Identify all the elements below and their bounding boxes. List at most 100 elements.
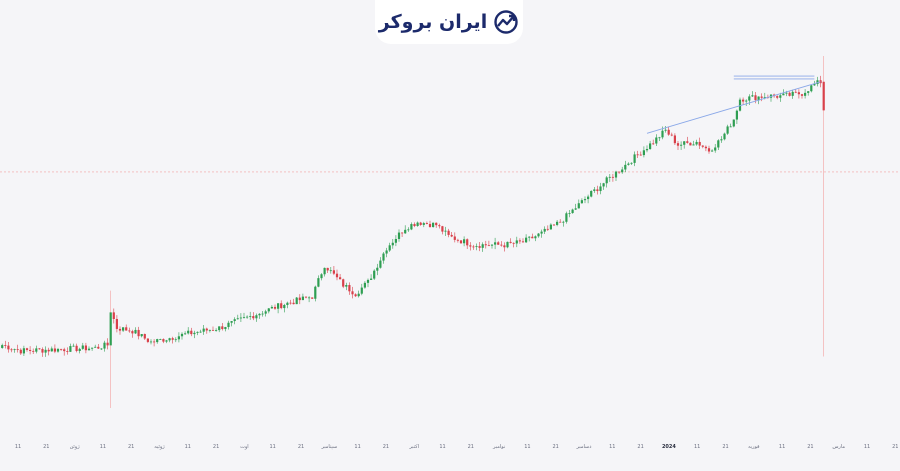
candle-body [422, 223, 425, 225]
candle-body [506, 241, 509, 248]
trend-arrow-circle-icon [494, 10, 518, 34]
candle-body [487, 245, 490, 247]
candle-body [490, 244, 494, 246]
x-tick-label: ژوئن [70, 444, 81, 450]
candle-body [19, 349, 22, 354]
candle-body [515, 240, 518, 244]
candle-body [813, 84, 816, 86]
candle-body [199, 331, 202, 333]
candle-body [649, 143, 652, 149]
candle-body [754, 95, 757, 101]
candle-body [562, 221, 565, 223]
candle-body [87, 348, 91, 351]
candle-body [534, 236, 537, 239]
candle-body [277, 303, 280, 309]
candle-body [463, 239, 466, 244]
candle-body [797, 92, 800, 95]
candle-body [394, 239, 397, 243]
candle-body [655, 137, 658, 144]
candle-body [190, 330, 193, 335]
candle-body [363, 282, 366, 288]
candle-body [289, 302, 292, 304]
candle-body [69, 346, 72, 352]
candle-body [531, 236, 534, 239]
candle-body [115, 318, 118, 329]
candle-body [441, 226, 444, 232]
candle-body [407, 229, 410, 231]
x-tick-label: 11 [15, 444, 21, 450]
candle-body [78, 348, 81, 352]
candle-body [298, 297, 301, 301]
candle-body [459, 240, 463, 244]
candle-body [804, 92, 807, 96]
candle-body [410, 224, 413, 230]
candle-body [704, 146, 707, 149]
candle-body [552, 224, 556, 226]
candle-body [593, 189, 596, 191]
candle-body [184, 333, 187, 335]
candle-body [218, 326, 221, 331]
candle-body [50, 348, 53, 352]
candle-body [351, 291, 354, 295]
candle-body [1, 345, 4, 348]
candle-body [605, 177, 608, 184]
candle-body [35, 348, 38, 352]
candle-body [472, 246, 475, 248]
candle-body [546, 228, 549, 230]
candle-body [162, 339, 165, 342]
candle-body [776, 96, 779, 98]
candle-body [404, 229, 407, 234]
candle-body [376, 267, 379, 271]
candle-body [503, 245, 506, 248]
candle-body [714, 147, 717, 151]
candle-body [453, 236, 456, 240]
candle-body [91, 347, 94, 349]
candle-body [388, 245, 391, 251]
candle-body [469, 245, 472, 247]
candle-body [215, 330, 218, 331]
candle-body [621, 169, 624, 173]
candle-body [385, 250, 388, 254]
candle-body [680, 144, 683, 146]
x-tick-label: 11 [524, 444, 530, 450]
trendline [646, 81, 821, 134]
candle-body [118, 328, 122, 331]
candle-body [134, 329, 137, 334]
x-tick-label: 21 [637, 444, 643, 450]
candle-body [202, 328, 205, 332]
candle-body [360, 287, 363, 294]
candle-body [608, 176, 611, 178]
candle-body [667, 129, 670, 135]
candle-body [317, 278, 320, 287]
candle-body [456, 239, 459, 241]
candle-body [518, 240, 521, 242]
candle-body [664, 129, 667, 131]
candle-body [583, 199, 587, 201]
candle-body [497, 242, 500, 245]
candle-body [348, 285, 351, 292]
candle-body [122, 327, 125, 331]
candle-body [252, 316, 255, 319]
x-tick-label: سپتامبر [320, 444, 337, 450]
candle-body [559, 221, 562, 223]
candle-body [521, 241, 525, 243]
candle-body [425, 223, 428, 224]
x-tick-label: 11 [100, 444, 106, 450]
candle-body [267, 308, 270, 312]
candle-body [738, 99, 742, 111]
candle-body [707, 148, 711, 152]
candle-body [590, 190, 593, 197]
candle-body [370, 278, 373, 280]
candle-body [339, 277, 342, 280]
candle-body [432, 222, 435, 227]
candle-body [53, 348, 56, 352]
candle-body [301, 296, 304, 301]
candle-body [47, 349, 50, 352]
candle-body [543, 228, 546, 232]
candle-body [742, 99, 745, 102]
candle-body [624, 164, 627, 170]
candle-body [512, 242, 515, 244]
x-tick-label: 11 [439, 444, 445, 450]
candle-body [652, 143, 655, 145]
